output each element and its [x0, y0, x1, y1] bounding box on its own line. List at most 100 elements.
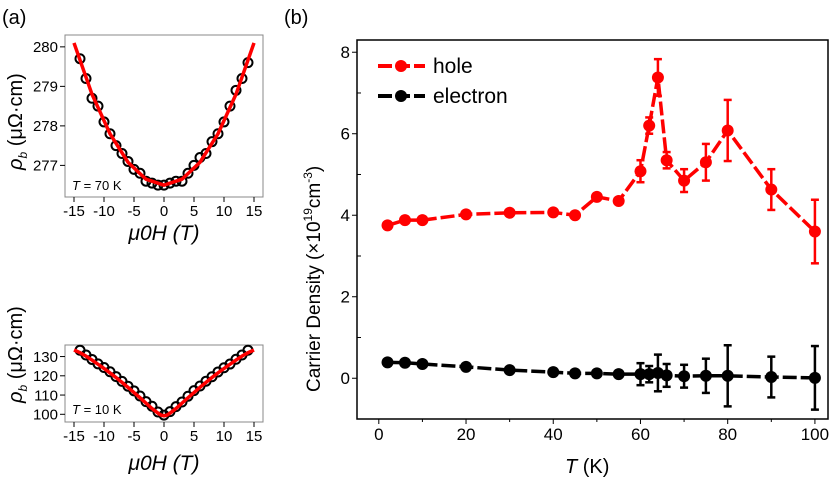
panel-a-top: -15 -10 -5 0 5 10 15 277 278 279 280	[33, 34, 264, 220]
x-tick-label: 0	[374, 425, 383, 444]
x-tick-label: 60	[631, 425, 650, 444]
y-tick-label: 110	[34, 387, 58, 404]
y-tick-label: 277	[33, 158, 58, 175]
data-point-electron	[460, 360, 473, 373]
data-point-hole	[678, 174, 691, 187]
ylabel-a-top: ρb (μΩ·cm)	[5, 73, 30, 171]
legend-label-electron: electron	[433, 85, 508, 108]
legend-marker-hole	[395, 60, 407, 72]
data-point-electron	[381, 356, 394, 369]
xlabel-a-top: μ0H (T)	[128, 222, 200, 245]
x-tick-label: -15	[63, 203, 85, 220]
data-point-hole	[699, 156, 712, 169]
svg-text:ρb (μΩ·cm): ρb (μΩ·cm)	[5, 73, 30, 171]
y-tick-label: 0	[341, 369, 350, 388]
data-point-electron	[503, 364, 516, 377]
fit-curve	[72, 42, 256, 187]
data-point-electron	[398, 356, 411, 369]
xlabel-a-bottom: μ0H (T)	[128, 452, 200, 475]
x-tick-label: 0	[160, 203, 168, 220]
x-tick-label: 5	[190, 428, 198, 445]
x-tick-label: 5	[190, 203, 198, 220]
data-point-hole	[547, 206, 560, 219]
data-point-electron	[765, 371, 778, 384]
legend-label-hole: hole	[433, 55, 473, 78]
data-point-electron	[721, 369, 734, 382]
data-point-hole	[721, 124, 734, 137]
x-tick-label: -5	[127, 428, 140, 445]
y-tick-label: 8	[341, 43, 350, 62]
data-point-electron	[612, 368, 625, 381]
data-point	[182, 167, 194, 179]
x-tick-label: -10	[93, 203, 115, 220]
panel-a-bottom: -15 -10 -5 0 5 10 15 100 110 120 130	[33, 344, 264, 445]
ylabel-b: Carrier Density (×1019cm-3)	[301, 166, 325, 392]
x-tick-label: 20	[457, 425, 476, 444]
data-point-electron	[678, 370, 691, 383]
data-point-hole	[590, 190, 603, 203]
data-point	[134, 167, 146, 179]
panel-label-b: (b)	[284, 7, 308, 29]
data-point	[122, 155, 134, 167]
y-tick-label: 278	[33, 118, 58, 135]
data-point	[176, 396, 188, 408]
legend-marker-electron	[395, 90, 407, 102]
data-point-electron	[416, 357, 429, 370]
data-point-hole	[765, 183, 778, 196]
series-line-hole	[387, 77, 817, 233]
svg-text:ρb (μΩ·cm): ρb (μΩ·cm)	[5, 306, 30, 404]
data-point	[116, 148, 128, 160]
data-point	[182, 390, 194, 402]
y-tick-label: 280	[33, 39, 58, 56]
data-point-electron	[660, 369, 673, 382]
plot-frame	[356, 39, 829, 420]
data-point-electron	[547, 366, 560, 379]
data-point	[152, 406, 164, 418]
data-point	[200, 148, 212, 160]
data-point	[104, 128, 116, 140]
x-tick-label: 100	[801, 425, 829, 444]
x-tick-label: 10	[216, 428, 233, 445]
data-point-hole	[643, 119, 656, 132]
panel-b: 0 20 40 60 80 100 0 2 4 6 8	[341, 39, 829, 444]
data-point-electron	[808, 371, 821, 384]
data-point-hole	[503, 206, 516, 219]
y-tick-label: 6	[341, 125, 350, 144]
data-point-hole	[660, 154, 673, 167]
data-point-hole	[569, 209, 582, 222]
annotation-70K: T = 70 K	[72, 178, 122, 193]
x-tick-label: 15	[246, 203, 263, 220]
data-point-electron	[590, 367, 603, 380]
data-point-electron	[634, 368, 647, 381]
x-tick-label: -10	[93, 428, 115, 445]
x-tick-label: 0	[160, 428, 168, 445]
fit-curve	[73, 348, 255, 418]
data-point-hole	[808, 225, 821, 238]
y-tick-label: 2	[341, 288, 350, 307]
x-tick-label: -5	[127, 203, 140, 220]
x-tick-label: 80	[718, 425, 737, 444]
x-tick-label: 40	[544, 425, 563, 444]
data-point-hole	[651, 71, 664, 84]
data-point	[212, 128, 224, 140]
xlabel-b: T (K)	[565, 456, 609, 478]
data-point-hole	[612, 194, 625, 207]
data-point-hole	[381, 219, 394, 232]
x-tick-label: 15	[246, 428, 263, 445]
panel-label-a: (a)	[2, 7, 26, 29]
annotation-10K: T = 10 K	[72, 402, 122, 417]
y-tick-label: 120	[33, 368, 58, 385]
data-point-hole	[398, 214, 411, 227]
data-point-hole	[460, 208, 473, 221]
y-tick-label: 4	[341, 206, 350, 225]
y-tick-label: 279	[33, 79, 58, 96]
legend: hole electron	[378, 55, 508, 108]
data-point-hole	[416, 214, 429, 227]
x-tick-label: 10	[216, 203, 233, 220]
data-point-electron	[699, 369, 712, 382]
ylabel-a-bottom: ρb (μΩ·cm)	[5, 306, 30, 404]
data-point-electron	[569, 367, 582, 380]
y-tick-label: 100	[33, 407, 58, 424]
svg-text:Carrier Density (×1019cm-3): Carrier Density (×1019cm-3)	[301, 166, 325, 392]
